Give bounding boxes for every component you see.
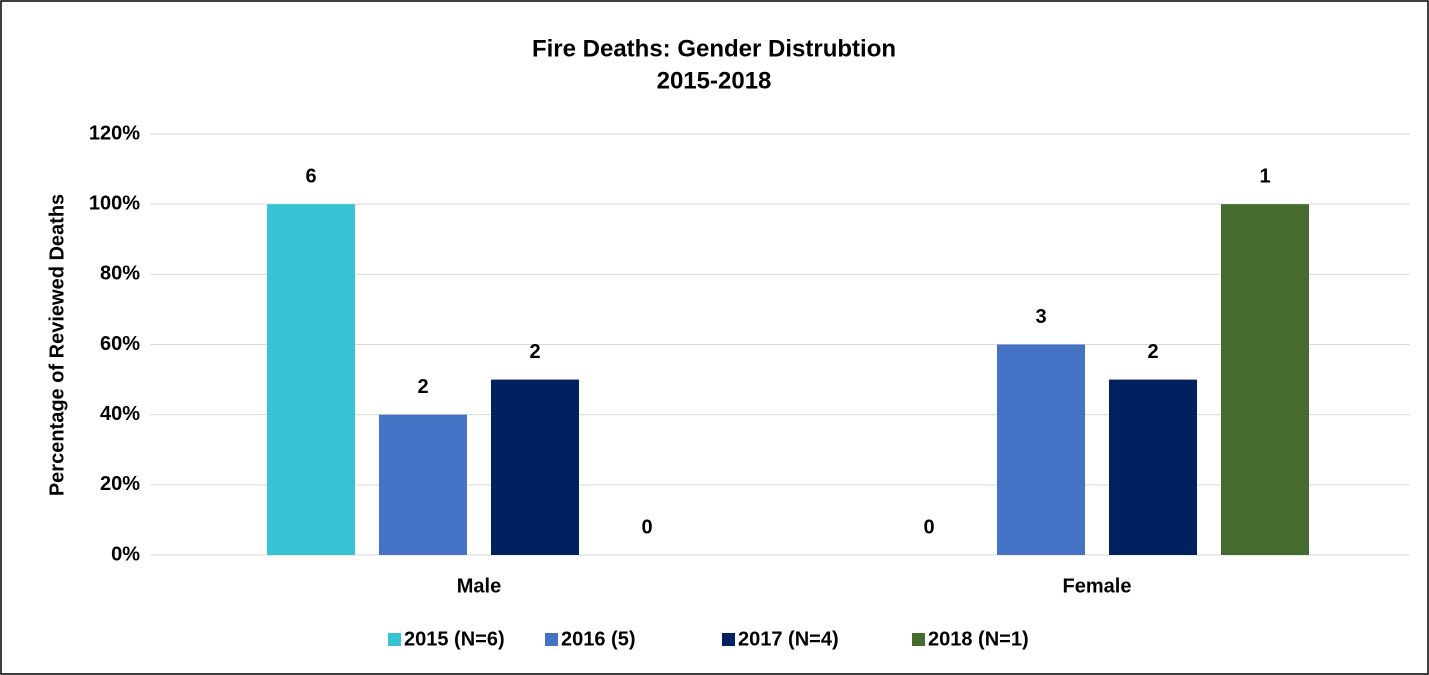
legend-label: 2017 (N=4)	[738, 628, 839, 650]
data-label: 6	[305, 165, 316, 187]
legend-label: 2018 (N=1)	[928, 628, 1029, 650]
data-label: 2	[1147, 341, 1158, 363]
legend-label: 2015 (N=6)	[404, 628, 505, 650]
bar	[997, 344, 1085, 555]
x-tick-label: Female	[1063, 575, 1132, 597]
x-tick-label: Male	[457, 575, 501, 597]
legend-swatch	[722, 633, 735, 646]
data-label: 3	[1035, 306, 1046, 328]
legend-swatch	[388, 633, 401, 646]
y-tick-label: 40%	[100, 403, 140, 425]
data-label: 1	[1259, 165, 1270, 187]
bar	[491, 379, 579, 555]
bar	[1221, 204, 1309, 555]
legend-label: 2016 (5)	[561, 628, 636, 650]
bar	[379, 414, 467, 555]
chart-title: Fire Deaths: Gender Distrubtion	[532, 35, 896, 62]
y-axis-label: Percentage of Reviewed Deaths	[46, 194, 68, 496]
y-tick-label: 120%	[89, 122, 140, 144]
legend-swatch	[545, 633, 558, 646]
legend-swatch	[912, 633, 925, 646]
chart-subtitle: 2015-2018	[657, 67, 772, 94]
bar	[267, 204, 355, 555]
data-label: 2	[529, 341, 540, 363]
y-tick-label: 80%	[100, 263, 140, 285]
data-label: 2	[417, 376, 428, 398]
bar	[1109, 379, 1197, 555]
y-tick-label: 100%	[89, 192, 140, 214]
y-tick-label: 20%	[100, 473, 140, 495]
y-tick-label: 60%	[100, 333, 140, 355]
data-label: 0	[923, 516, 934, 538]
y-tick-label: 0%	[111, 543, 140, 565]
data-label: 0	[641, 516, 652, 538]
